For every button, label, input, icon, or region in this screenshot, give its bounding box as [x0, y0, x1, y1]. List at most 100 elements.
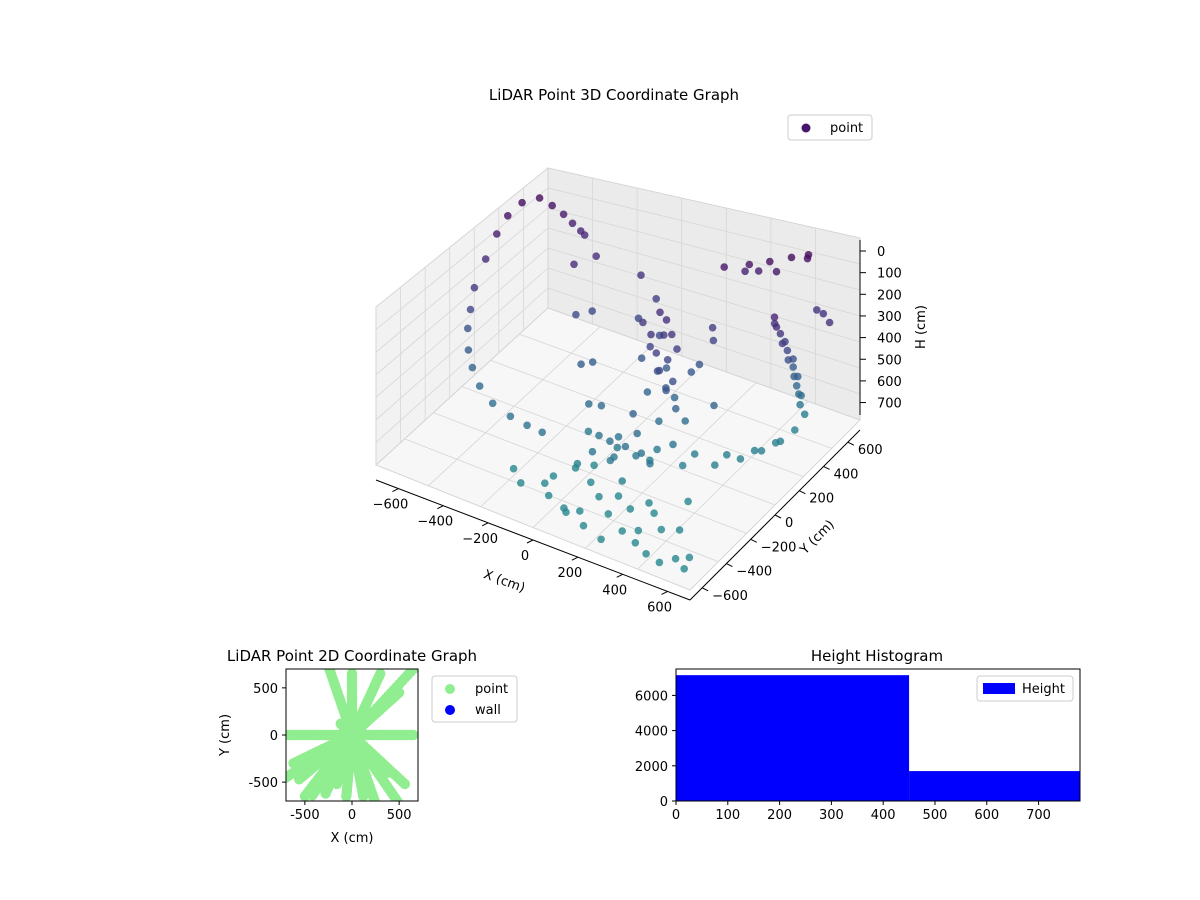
scatter-point-3d — [588, 358, 597, 366]
y-tick-mark — [726, 563, 733, 568]
scatter-point-3d — [587, 478, 595, 487]
scatter-point-3d — [481, 255, 490, 263]
y-tick-label: 600 — [858, 443, 883, 458]
legend-2d-label-point: point — [475, 682, 508, 697]
chart-height-histogram: Height Histogram 0 100 200 300 400 500 600 7000… — [635, 647, 1081, 823]
grid-line — [547, 207, 861, 291]
grid-line — [375, 267, 549, 421]
scatter-point-3d — [800, 410, 809, 419]
y-tick-label: −400 — [736, 565, 772, 580]
grid-line — [689, 419, 861, 591]
scatter-point-3d — [549, 472, 558, 480]
z-tick-label: 200 — [877, 288, 902, 303]
y-tick-mark — [750, 538, 757, 543]
scatter-point-3d — [538, 428, 546, 437]
ticks-histogram: 0 100 200 300 400 500 600 700 0 2000 4000 6000 — [635, 689, 1051, 823]
scatter-point-3d — [614, 433, 623, 441]
scatter-point-3d — [772, 267, 781, 276]
grid-line — [375, 207, 549, 353]
scatter-point-3d — [825, 318, 834, 327]
legend-histogram-swatch — [983, 683, 1015, 694]
scatter-point-3d — [643, 388, 652, 396]
grid-line — [547, 167, 861, 239]
scatter-point-3d — [789, 363, 797, 371]
scatter-point-3d — [639, 318, 647, 327]
scatter-point-3d — [790, 372, 798, 381]
scatter-point-3d — [680, 565, 688, 573]
scatter-point-2d — [320, 788, 331, 799]
scatter-point-3d — [645, 499, 653, 507]
scatter-point-3d — [662, 384, 670, 392]
grid-line — [547, 267, 861, 369]
scatter-point-3d — [791, 426, 799, 434]
legend-2d-marker-wall — [445, 705, 455, 715]
legend-3d-marker-point — [801, 123, 811, 133]
scatter-point-3d — [488, 399, 497, 408]
scatter-point-3d — [770, 313, 779, 322]
y-tick-label-hist: 4000 — [635, 725, 668, 740]
scatter-point-3d — [576, 507, 584, 515]
scatter-point-3d — [673, 345, 681, 353]
scatter-point-3d — [771, 439, 780, 447]
scatter-point-3d — [711, 461, 719, 469]
x-tick-label-2d: -500 — [290, 808, 320, 823]
scatter-point-3d — [813, 306, 821, 314]
scatter-point-3d — [741, 267, 749, 276]
scatter-point-3d — [568, 219, 577, 228]
scatter-point-3d — [590, 461, 598, 470]
ticks-2d: -500 0 500 -500 0 500 — [248, 682, 411, 823]
z-tick-label: 100 — [877, 267, 902, 282]
scatter-point-3d — [783, 346, 792, 355]
scatter-point-3d — [672, 404, 680, 413]
scatter-point-3d — [708, 323, 717, 332]
scatter-point-3d — [655, 366, 664, 375]
scatter-point-3d — [720, 263, 728, 271]
plot-frame-histogram — [675, 668, 1081, 802]
grid-line — [375, 187, 549, 330]
grid-line — [547, 227, 861, 317]
scatter-point-3d — [784, 356, 793, 364]
x-axis-label-2d: X (cm) — [331, 831, 374, 846]
histogram-bar — [676, 675, 910, 801]
scatter-point-2d — [408, 669, 418, 675]
scatter-point-3d — [584, 427, 593, 436]
histogram-bars — [676, 675, 1080, 801]
scatter-point-3d — [595, 492, 603, 501]
scatter-point-3d — [597, 535, 605, 544]
scatter-point-3d — [509, 464, 518, 473]
scatter-point-3d — [475, 382, 484, 390]
scatter-point-3d — [604, 510, 613, 518]
scatter-point-2d — [393, 687, 405, 698]
z-tick-label: 600 — [877, 375, 902, 390]
scatter-point-3d — [795, 390, 803, 398]
y-tick-label-hist: 0 — [660, 795, 668, 810]
scatter-point-3d — [681, 417, 689, 425]
x-tick-label-2d: 500 — [387, 808, 412, 823]
scatter-point-3d — [710, 401, 718, 410]
scatter-point-3d — [621, 442, 630, 451]
x-tick-mark — [392, 488, 399, 493]
scatter-point-3d — [631, 539, 640, 547]
x-tick-mark — [616, 573, 623, 578]
scatter-point-3d — [614, 492, 623, 500]
scatter-point-3d — [819, 309, 828, 318]
scatter-point-3d — [606, 437, 614, 446]
scatter-point-3d — [541, 479, 549, 488]
legend-2d-marker-point — [445, 684, 455, 694]
scatter-point-3d — [778, 339, 787, 348]
legend-2d-label-wall: wall — [475, 703, 501, 718]
legend-3d: point — [787, 114, 873, 141]
scatter-point-3d — [592, 252, 600, 260]
y-tick-label: 400 — [834, 467, 859, 482]
scatter-point-3d — [647, 330, 655, 339]
y-tick-label: −600 — [712, 589, 748, 604]
scatter-point-3d — [579, 521, 588, 530]
scatter-point-2d — [341, 791, 352, 801]
scatter-point-3d — [709, 336, 718, 345]
z-tick-label: 0 — [877, 245, 885, 260]
scatter-point-3d — [642, 550, 650, 558]
scatter-point-3d — [750, 446, 759, 455]
scatter-point-2d — [369, 795, 380, 801]
scatter-point-3d — [662, 316, 671, 324]
scatter-point-3d — [588, 307, 596, 315]
